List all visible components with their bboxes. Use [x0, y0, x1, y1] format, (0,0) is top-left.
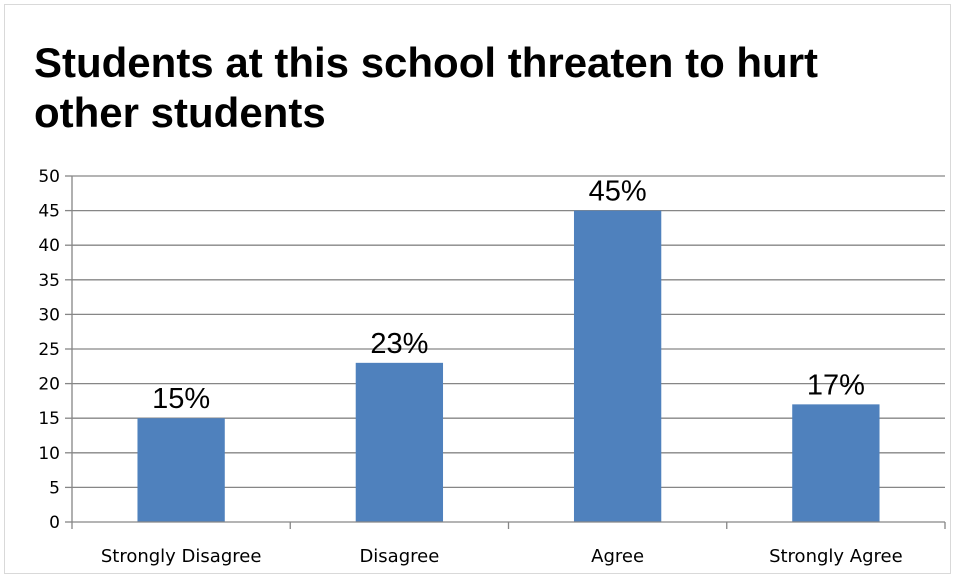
- data-label: 17%: [807, 369, 865, 401]
- y-tick-label: 20: [38, 375, 60, 395]
- bar-strongly-disagree: [137, 418, 225, 522]
- chart-title: Students at this school threaten to hurt…: [34, 39, 819, 136]
- y-tick-label: 25: [38, 340, 60, 360]
- bar-disagree: [355, 362, 444, 522]
- y-tick-label: 50: [38, 167, 60, 187]
- x-tick-label: Strongly Agree: [769, 546, 903, 567]
- y-tick-label: 15: [38, 409, 60, 429]
- x-tick-label: Agree: [591, 546, 644, 567]
- y-tick-label: 30: [38, 305, 60, 325]
- bar-strongly-agree: [792, 404, 880, 522]
- x-tick-label: Strongly Disagree: [101, 546, 262, 567]
- x-tick-label: Disagree: [359, 546, 439, 567]
- bars: [137, 210, 880, 522]
- y-tick-label: 10: [38, 444, 60, 464]
- axes: [65, 175, 946, 529]
- y-tick-label: 5: [49, 478, 60, 498]
- y-tick-label: 35: [38, 271, 60, 291]
- data-label: 15%: [152, 383, 210, 415]
- y-tick-label: 45: [38, 202, 60, 222]
- y-tick-label: 40: [38, 236, 60, 256]
- labels: 0 5 10 15 20 25 30 35 40 45 50 15% Strongly Disagree…: [38, 167, 902, 567]
- bar-agree: [573, 210, 662, 522]
- data-label: 23%: [370, 328, 428, 360]
- data-label: 45%: [589, 176, 647, 208]
- y-tick-label: 0: [49, 513, 60, 533]
